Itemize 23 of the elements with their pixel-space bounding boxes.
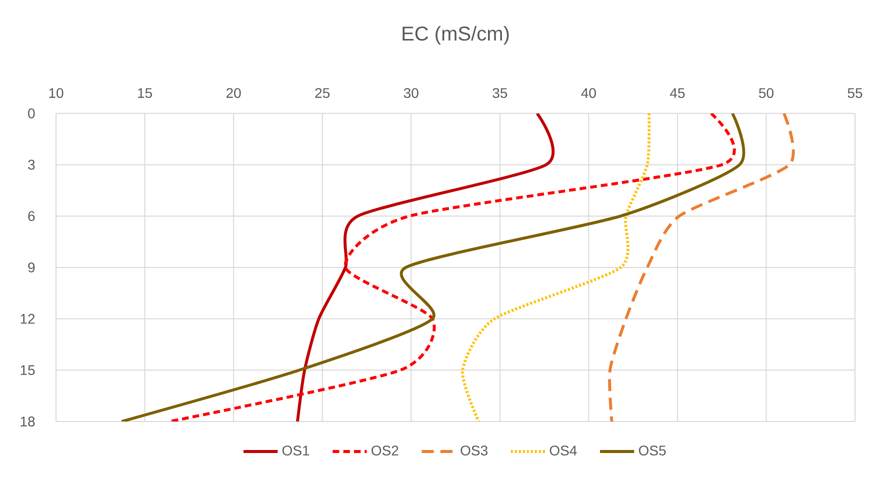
y-tick-label: 0	[28, 108, 35, 119]
y-tick-label: 6	[28, 211, 35, 222]
legend-label: OS4	[550, 446, 577, 456]
y-tick-label: 15	[20, 366, 35, 376]
x-tick-label: 50	[758, 88, 774, 98]
legend-label: OS3	[460, 446, 488, 456]
x-tick-label: 25	[315, 88, 330, 98]
y-tick-label: 3	[28, 160, 35, 170]
x-tick-label: 20	[226, 88, 241, 98]
legend-label: OS1	[282, 446, 310, 456]
y-tick-label: 9	[28, 262, 35, 273]
legend-label: OS2	[372, 446, 398, 456]
x-tick-label: 45	[670, 88, 685, 98]
y-tick-label: 18	[20, 416, 35, 427]
x-tick-label: 55	[848, 88, 862, 98]
x-tick-label: 10	[49, 88, 64, 98]
x-tick-label: 35	[492, 88, 508, 98]
x-tick-label: 30	[404, 88, 418, 98]
chart-title: EC (mS/cm)	[402, 26, 509, 45]
x-tick-label: 40	[581, 88, 596, 98]
x-tick-label: 15	[138, 88, 152, 98]
legend-label: OS5	[638, 446, 666, 456]
y-tick-label: 12	[20, 314, 35, 324]
